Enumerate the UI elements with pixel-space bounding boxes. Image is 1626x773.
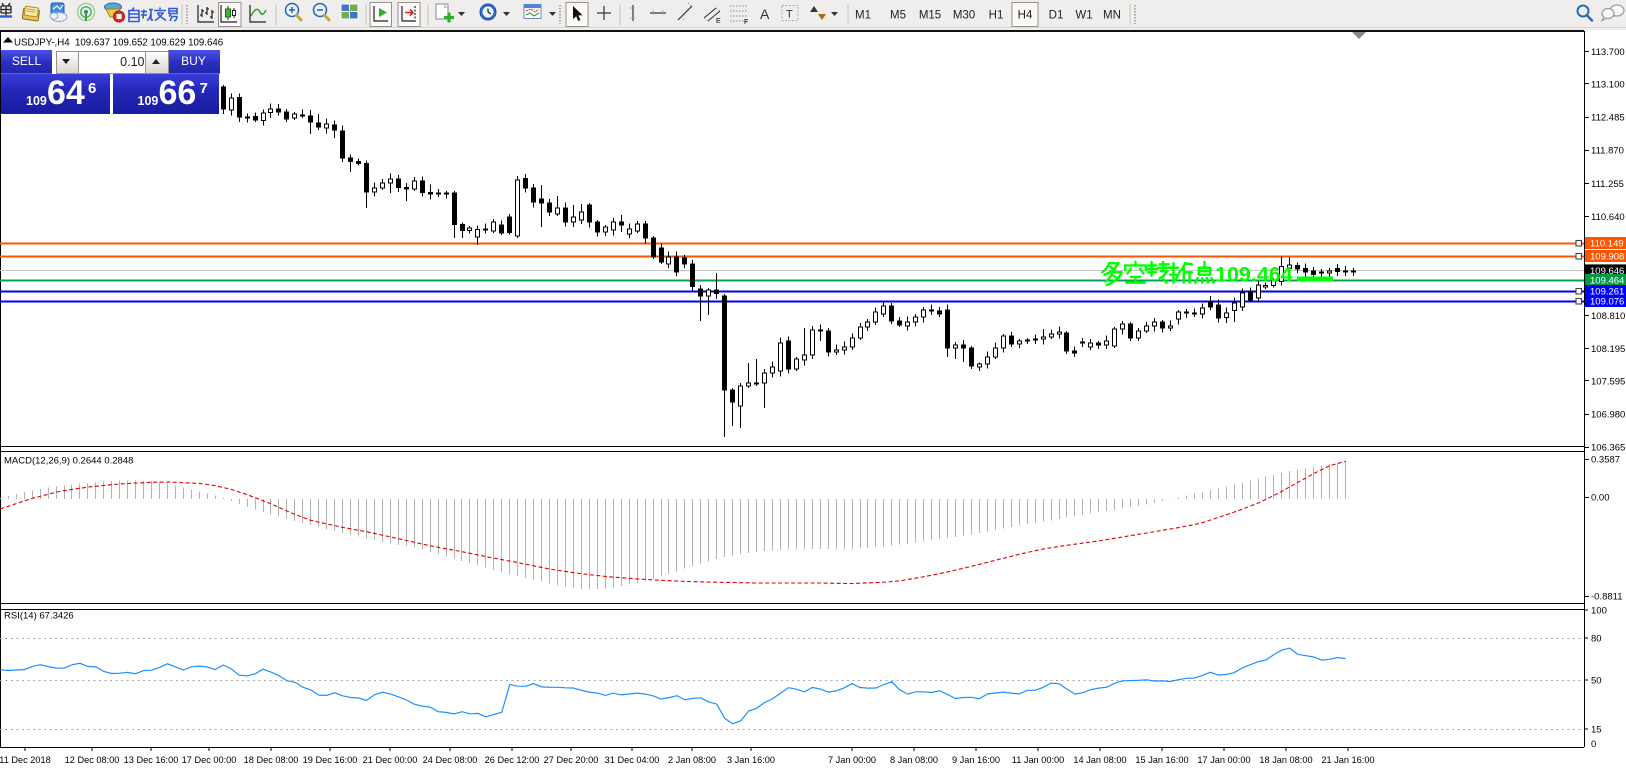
svg-text:11 Dec 2018: 11 Dec 2018 [0, 755, 51, 765]
svg-text:M30: M30 [953, 10, 975, 22]
svg-text:MN: MN [1103, 10, 1121, 22]
svg-text:0.3587: 0.3587 [1591, 455, 1620, 466]
svg-text:110.640: 110.640 [1591, 212, 1625, 223]
svg-text:0: 0 [1591, 739, 1596, 750]
svg-text:M5: M5 [890, 10, 906, 22]
svg-text:11 Jan 00:00: 11 Jan 00:00 [1012, 755, 1064, 765]
svg-text:13 Dec 16:00: 13 Dec 16:00 [124, 755, 179, 765]
svg-text:108.810: 108.810 [1591, 311, 1625, 322]
svg-text:8 Jan 08:00: 8 Jan 08:00 [890, 755, 938, 765]
svg-text:111.870: 111.870 [1591, 146, 1624, 157]
svg-text:109.646: 109.646 [1590, 266, 1624, 277]
svg-text:A: A [760, 6, 770, 22]
svg-text:E: E [716, 18, 721, 25]
svg-text:100: 100 [1591, 606, 1607, 617]
svg-text:T: T [786, 9, 793, 21]
svg-text:21 Dec 00:00: 21 Dec 00:00 [363, 755, 418, 765]
svg-text:112.485: 112.485 [1591, 113, 1625, 124]
svg-text:27 Dec 20:00: 27 Dec 20:00 [544, 755, 599, 765]
svg-text:109.261: 109.261 [1590, 287, 1624, 298]
svg-text:9 Jan 16:00: 9 Jan 16:00 [952, 755, 1000, 765]
svg-text:17 Jan 00:00: 17 Jan 00:00 [1197, 755, 1250, 765]
svg-text:17 Dec 00:00: 17 Dec 00:00 [182, 755, 237, 765]
svg-text:W1: W1 [1075, 10, 1092, 22]
svg-text:2 Jan 08:00: 2 Jan 08:00 [668, 755, 716, 765]
svg-text:H1: H1 [989, 10, 1004, 22]
svg-text:3 Jan 16:00: 3 Jan 16:00 [727, 755, 775, 765]
svg-text:D1: D1 [1049, 10, 1064, 22]
svg-text:18 Dec 08:00: 18 Dec 08:00 [244, 755, 299, 765]
svg-text:109.464: 109.464 [1590, 276, 1624, 287]
svg-text:24 Dec 08:00: 24 Dec 08:00 [423, 755, 478, 765]
svg-text:7 Jan 00:00: 7 Jan 00:00 [828, 755, 876, 765]
svg-text:14 Jan 08:00: 14 Jan 08:00 [1073, 755, 1126, 765]
svg-text:12 Dec 08:00: 12 Dec 08:00 [65, 755, 120, 765]
svg-text:113.700: 113.700 [1591, 47, 1625, 58]
svg-text:USDJPY-,H4 109.637 109.652 10: USDJPY-,H4 109.637 109.652 109.629 109.6… [14, 38, 223, 49]
svg-text:109.908: 109.908 [1590, 252, 1624, 263]
svg-text:109.464: 109.464 [1215, 263, 1293, 287]
svg-text:50: 50 [1591, 676, 1602, 687]
svg-text:110.149: 110.149 [1590, 239, 1624, 250]
svg-text:109.076: 109.076 [1590, 297, 1624, 308]
svg-text:108.195: 108.195 [1591, 344, 1625, 355]
svg-text:15 Jan 16:00: 15 Jan 16:00 [1135, 755, 1188, 765]
svg-text:H4: H4 [1018, 10, 1033, 22]
svg-text:M15: M15 [919, 10, 941, 22]
svg-text:18 Jan 08:00: 18 Jan 08:00 [1259, 755, 1312, 765]
svg-text:F: F [744, 19, 748, 26]
svg-text:111.255: 111.255 [1591, 179, 1624, 190]
svg-text:0.00: 0.00 [1591, 493, 1610, 504]
svg-text:21 Jan 16:00: 21 Jan 16:00 [1321, 755, 1374, 765]
svg-text:113.100: 113.100 [1591, 79, 1625, 90]
svg-text:106.980: 106.980 [1591, 410, 1625, 421]
svg-text:-0.8811: -0.8811 [1591, 592, 1623, 603]
svg-text:MACD(12,26,9) 0.2644 0.2848: MACD(12,26,9) 0.2644 0.2848 [4, 456, 133, 467]
svg-text:31 Dec 04:00: 31 Dec 04:00 [605, 755, 660, 765]
svg-text:106.365: 106.365 [1591, 443, 1625, 454]
svg-text:26 Dec 12:00: 26 Dec 12:00 [485, 755, 540, 765]
svg-text:RSI(14) 67.3426: RSI(14) 67.3426 [4, 611, 74, 622]
svg-text:80: 80 [1591, 634, 1602, 645]
svg-text:15: 15 [1591, 725, 1602, 736]
svg-text:19 Dec 16:00: 19 Dec 16:00 [303, 755, 358, 765]
svg-text:107.595: 107.595 [1591, 376, 1625, 387]
svg-text:M1: M1 [855, 10, 871, 22]
